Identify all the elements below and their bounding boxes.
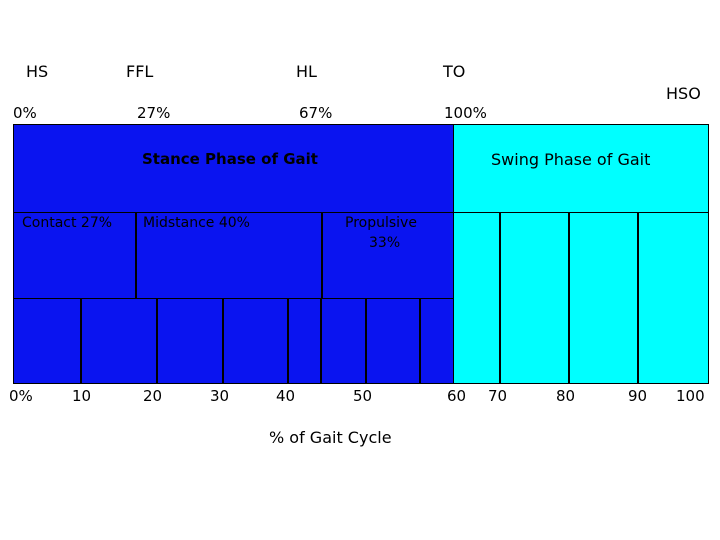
stance-phase-header [13, 124, 454, 214]
divider-contact-midstance [135, 212, 137, 300]
tick-label-100: 100 [676, 387, 705, 405]
tick-label-70: 70 [488, 387, 508, 405]
event-label-hso: HSO [666, 84, 701, 103]
gridline-50 [365, 298, 367, 384]
tick-label-50: 50 [353, 387, 373, 405]
gridline-10 [80, 298, 82, 384]
event-percent-to: 100% [444, 104, 487, 122]
tick-label-60: 60 [447, 387, 467, 405]
event-percent-ffl: 27% [137, 104, 171, 122]
stance-grid-row [13, 298, 454, 384]
event-label-hs: HS [26, 62, 49, 81]
subphase-propulsive-line2: 33% [369, 235, 401, 251]
divider-midstance-propulsive [321, 212, 323, 300]
event-label-to: TO [443, 62, 466, 81]
axis-title: % of Gait Cycle [269, 428, 392, 447]
gridline-70 [499, 212, 501, 384]
tick-label-40: 40 [276, 387, 296, 405]
gridline-40 [287, 298, 289, 384]
tick-label-10: 10 [72, 387, 92, 405]
tick-label-80: 80 [556, 387, 576, 405]
gridline-90 [637, 212, 639, 384]
swing-grid [453, 212, 709, 384]
stance-phase-title: Stance Phase of Gait [142, 150, 318, 168]
subphase-contact: Contact 27% [22, 215, 113, 231]
tick-label-20: 20 [143, 387, 163, 405]
event-label-hl: HL [296, 62, 317, 81]
gridline-20 [156, 298, 158, 384]
gridline-30 [222, 298, 224, 384]
event-percent-hs: 0% [13, 104, 37, 122]
tick-label-30: 30 [210, 387, 230, 405]
event-percent-hl: 67% [299, 104, 333, 122]
tick-label-0: 0% [9, 387, 33, 405]
gridline-45 [320, 298, 322, 384]
swing-phase-title: Swing Phase of Gait [491, 150, 651, 169]
subphase-propulsive-line1: Propulsive [345, 215, 417, 231]
subphase-midstance: Midstance 40% [143, 215, 250, 231]
swing-phase-header [453, 124, 709, 214]
stance-subphase-row [13, 212, 454, 300]
gridline-80 [568, 212, 570, 384]
event-label-ffl: FFL [126, 62, 154, 81]
tick-label-90: 90 [628, 387, 648, 405]
gridline-55 [419, 298, 421, 384]
